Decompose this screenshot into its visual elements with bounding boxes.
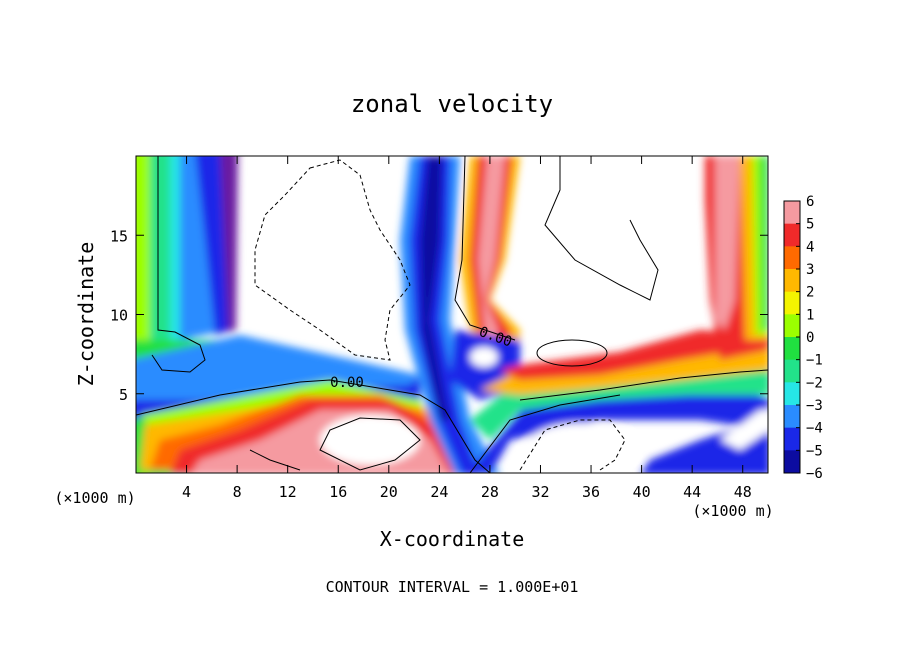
x-tick-label: 16	[329, 483, 347, 501]
colorbar-swatch	[784, 314, 800, 338]
colorbar-label: −1	[806, 353, 823, 369]
colorbar-swatch	[784, 427, 800, 451]
colorbar-label: −6	[806, 466, 823, 482]
contour-lines	[136, 156, 768, 473]
colorbar-swatch	[784, 201, 800, 225]
colorbar-label: 5	[806, 217, 814, 233]
x-tick-label: 48	[734, 483, 752, 501]
colorbar-label: 1	[806, 307, 814, 323]
colorbar-label: 2	[806, 285, 814, 301]
colorbar-label: 4	[806, 239, 814, 255]
colorbar-swatch	[784, 382, 800, 406]
colorbar-swatch	[784, 246, 800, 270]
chart-title: zonal velocity	[351, 90, 553, 118]
x-axis-label: X-coordinate	[380, 527, 525, 551]
x-tick-label: 4	[182, 483, 191, 501]
y-tick-label: 10	[110, 307, 128, 325]
x-tick-label: 28	[481, 483, 499, 501]
colorbar-swatch	[784, 269, 800, 293]
colorbar-label: 0	[806, 330, 814, 346]
y-axis: 5 10 15	[110, 227, 768, 404]
colorbar-swatch	[784, 223, 800, 247]
x-axis: 4 8 12 16 20 24 28 32 36 40 44 48	[182, 156, 752, 501]
contour-label: 0.00	[330, 375, 364, 391]
colorbar-swatch	[784, 291, 800, 315]
x-tick-label: 32	[531, 483, 549, 501]
x-unit-label-right: (×1000 m)	[692, 502, 773, 520]
colorbar-swatch	[784, 359, 800, 383]
colorbar-label: 3	[806, 262, 814, 278]
x-tick-label: 40	[633, 483, 651, 501]
y-tick-label: 5	[119, 386, 128, 404]
y-axis-label: Z-coordinate	[74, 242, 98, 387]
x-tick-label: 20	[380, 483, 398, 501]
x-tick-label: 36	[582, 483, 600, 501]
colorbar-label: 6	[806, 194, 814, 210]
contour-interval-footer: CONTOUR INTERVAL = 1.000E+01	[326, 578, 579, 596]
colorbar-swatch	[784, 337, 800, 361]
colorbar-label: −3	[806, 398, 823, 414]
filled-contours	[136, 156, 768, 473]
dashed-contours	[254, 159, 626, 471]
x-tick-label: 44	[683, 483, 701, 501]
x-tick-label: 12	[279, 483, 297, 501]
x-tick-label: 8	[233, 483, 242, 501]
colorbar-swatch	[784, 450, 800, 474]
colorbar-label: −4	[806, 421, 823, 437]
x-tick-label: 24	[430, 483, 448, 501]
x-unit-label-left: (×1000 m)	[54, 489, 135, 507]
colorbar-label: −2	[806, 375, 823, 391]
colorbar-label: −5	[806, 443, 823, 459]
y-tick-label: 15	[110, 227, 128, 245]
colorbar: 6 5 4 3 2 1 0 −1 −2 −3 −4 −5 −6	[783, 194, 823, 482]
colorbar-swatch	[784, 405, 800, 429]
